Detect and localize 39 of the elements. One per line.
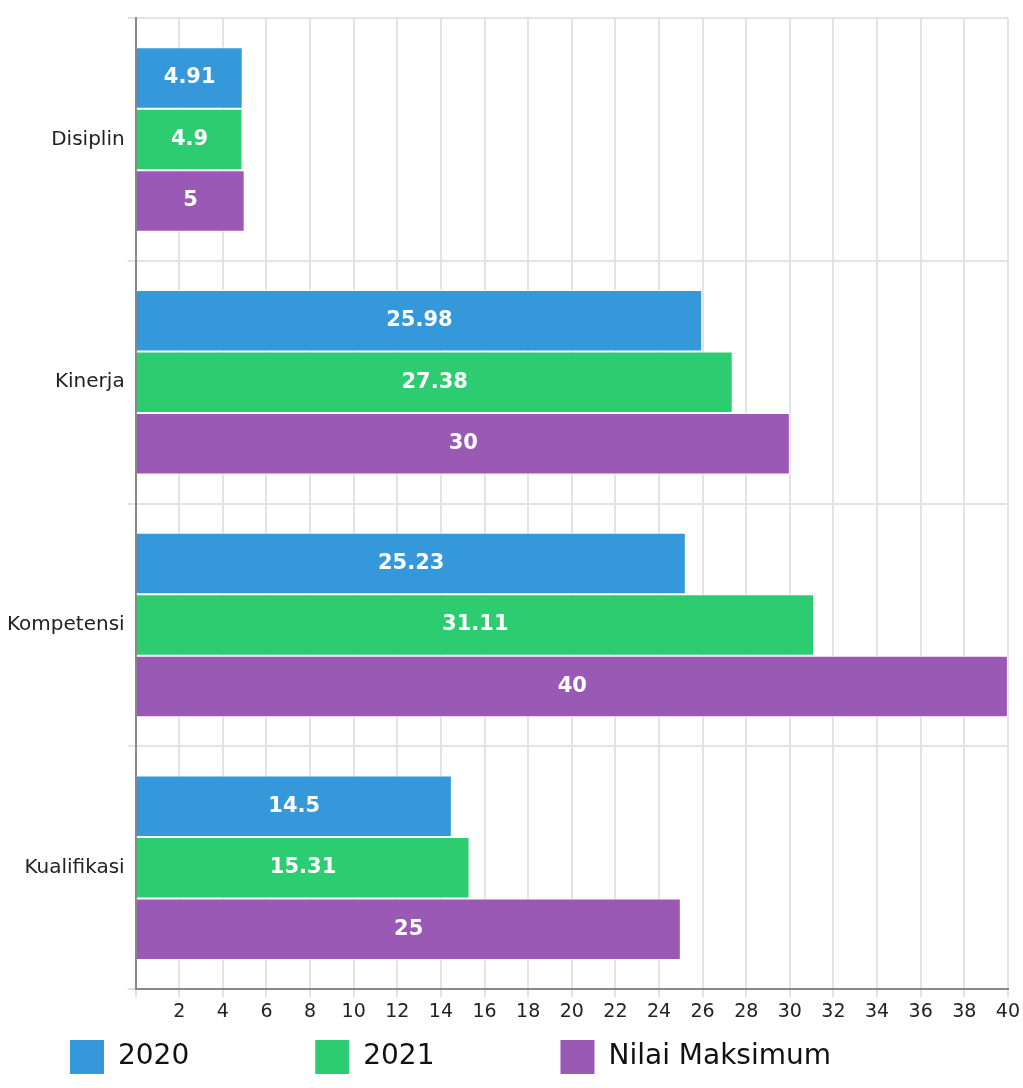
legend-label: Nilai Maksimum	[608, 1038, 944, 1072]
y-tick-label: Kinerja	[54, 368, 125, 393]
x-tick-label: 20	[559, 998, 584, 1021]
data-label: 40	[557, 672, 587, 697]
data-label: 25.23	[378, 549, 445, 574]
data-label: 27.38	[401, 368, 468, 393]
x-tick-label: 14	[428, 998, 454, 1021]
x-tick-label: 2	[173, 998, 186, 1021]
data-label: 31.11	[442, 611, 509, 636]
data-label: 15.31	[269, 854, 337, 879]
x-tick-label: 8	[304, 998, 317, 1021]
y-tick-label: Disiplin	[51, 125, 125, 150]
legend-label: 2020	[117, 1038, 302, 1072]
legend-label: 2021	[363, 1038, 547, 1072]
x-tick-label: 40	[995, 998, 1021, 1021]
x-tick-label: 32	[821, 998, 846, 1021]
data-label: 4.9	[170, 125, 209, 150]
x-tick-label: 28	[734, 998, 759, 1021]
x-tick-label: 10	[341, 998, 366, 1021]
x-tick-label: 38	[952, 998, 977, 1021]
x-tick-label: 36	[908, 998, 933, 1021]
x-tick-label: 16	[472, 998, 497, 1021]
data-label: 5	[183, 187, 198, 212]
x-tick-label: 30	[777, 998, 802, 1021]
x-tick-label: 18	[516, 998, 541, 1021]
x-tick-label: 6	[260, 998, 273, 1021]
data-label: 25.98	[386, 307, 453, 332]
data-label: 25	[394, 915, 424, 940]
x-tick-label: 4	[216, 998, 229, 1021]
x-tick-label: 22	[603, 998, 628, 1021]
x-tick-label: 26	[690, 998, 715, 1021]
data-label: 14.5	[268, 792, 321, 817]
x-tick-label: 24	[646, 998, 672, 1021]
y-tick-label: Kompetensi	[7, 611, 125, 636]
data-label: 30	[448, 430, 478, 455]
x-tick-label: 34	[864, 998, 890, 1021]
x-tick-label: 12	[385, 998, 410, 1021]
y-tick-label: Kualifikasi	[24, 854, 125, 878]
data-label: 4.91	[163, 64, 216, 89]
